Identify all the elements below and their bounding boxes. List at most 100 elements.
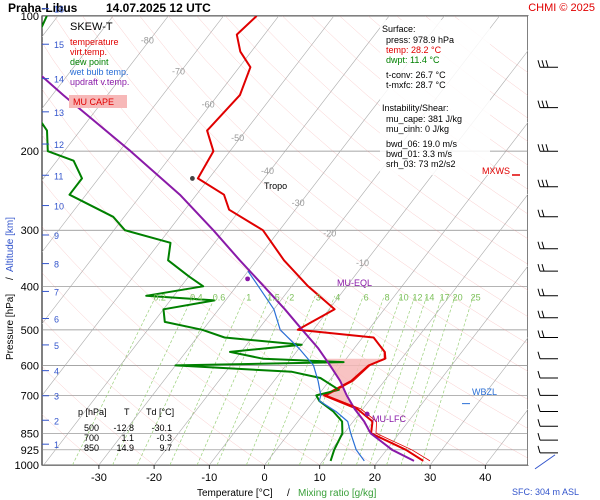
mixing-ratio-label: 17	[440, 293, 450, 303]
wind-barb-feather	[541, 209, 545, 217]
dry-adiabat-line	[53, 16, 528, 429]
mixing-ratio-line	[267, 295, 336, 465]
table-header-p: p [hPa]	[78, 407, 107, 417]
mixing-ratio-label: 10	[399, 293, 409, 303]
legend-temperature: temperature	[70, 37, 119, 47]
dry-adiabat-line	[42, 366, 155, 465]
isotherm-label: -30	[292, 198, 305, 208]
wind-barb-feather	[541, 60, 545, 68]
table-row-p: 500	[84, 423, 99, 433]
wind-barb-feather	[537, 100, 541, 108]
legend: SKEW-T temperature virt.temp. dew point …	[69, 21, 129, 108]
altitude-tick-label: 5	[54, 341, 59, 351]
pressure-tick-label: 700	[21, 390, 39, 402]
mixing-ratio-line	[216, 295, 289, 465]
altitude-tick-label: 10	[54, 202, 64, 212]
info-box-bg	[380, 20, 490, 175]
wind-barb-feather	[537, 388, 541, 396]
altitude-tick-label: 4	[54, 367, 59, 377]
mixing-ratio-line	[196, 295, 271, 465]
altitude-tick-label: 7	[54, 287, 59, 297]
isotherm-label: -60	[202, 100, 215, 110]
tropo-label: Tropo	[264, 181, 287, 191]
isotherm-label: -10	[356, 258, 369, 268]
wind-barb-feather	[537, 432, 541, 441]
isotherm-line	[264, 121, 528, 465]
dry-adiabat-line	[42, 88, 486, 465]
dry-adiabat-line	[42, 226, 320, 465]
wind-barb-feather	[537, 263, 541, 272]
wind-barb-feather	[541, 330, 545, 338]
dry-adiabat-line	[42, 272, 265, 465]
isotherm-line	[42, 16, 169, 181]
legend-wet-bulb: wet bulb temp.	[69, 67, 129, 77]
legend-updraft: updraft v.temp.	[70, 77, 129, 87]
mixing-ratio-line	[246, 295, 316, 465]
wind-barb-feather	[537, 241, 541, 249]
isotherm-line	[209, 50, 528, 465]
y-axis-title-pressure: Pressure [hPa]	[5, 294, 16, 360]
table-row-td: -30.1	[151, 423, 172, 433]
wind-barb	[537, 432, 558, 441]
mixing-ratio-label: 0.2	[153, 293, 166, 303]
isotherm-label: -50	[231, 133, 244, 143]
mixing-ratio-line	[169, 295, 246, 465]
legend-title: SKEW-T	[70, 21, 113, 33]
surface-dwpt: dwpt: 11.4 °C	[386, 55, 440, 65]
surface-tconv: t-conv: 26.7 °C	[386, 70, 446, 80]
tropopause-marker	[189, 176, 195, 181]
wind-barb-feather	[537, 330, 541, 338]
altitude-tick-label: 11	[54, 171, 63, 181]
isotherm-label: -40	[261, 166, 274, 176]
wind-barb-feather	[537, 144, 541, 152]
level-table: p [hPa] T Td [°C] 500 -12.8 -30.1 700 1.…	[78, 407, 174, 453]
dry-adiabat-line	[282, 16, 528, 215]
table-row-td: 9.7	[159, 443, 172, 453]
dry-adiabat-line	[82, 16, 528, 400]
mixing-ratio-label: 6	[364, 293, 369, 303]
mixing-ratio-label: 1.5	[267, 293, 280, 303]
isotherm-line	[42, 16, 224, 253]
wind-barb	[537, 209, 558, 218]
altitude-tick-label: 2	[54, 416, 59, 426]
srh03-value: srh_03: 73 m2/s2	[386, 159, 456, 169]
surface-temp: temp: 28.2 °C	[386, 45, 442, 55]
mixing-ratio-label: 25	[471, 293, 481, 303]
table-row-t: -12.8	[113, 423, 134, 433]
profile-line-updraft-v-temp-	[42, 74, 415, 462]
bwd06-value: bwd_06: 19.0 m/s	[386, 139, 458, 149]
mixing-ratio-label: 12	[413, 293, 423, 303]
profile-line-virt-temp	[197, 16, 431, 462]
mu-lfc-marker	[364, 411, 370, 417]
table-row-t: 1.1	[121, 433, 134, 443]
legend-dew-point: dew point	[70, 57, 109, 67]
mixing-ratio-label: 4	[335, 293, 340, 303]
mu-cape-swatch	[69, 95, 127, 108]
pressure-tick-label: 600	[21, 360, 39, 372]
dry-adiabat-line	[42, 414, 100, 465]
x-tick-label: 20	[369, 472, 381, 484]
table-row-td: -0.3	[156, 433, 172, 443]
mu-eql-label: MU-EQL	[337, 278, 372, 288]
table-row-p: 850	[84, 443, 99, 453]
wind-barb	[537, 263, 558, 272]
table-row-t: 14.9	[116, 443, 134, 453]
isotherm-line	[0, 16, 3, 465]
y-axis-title-sep: /	[5, 277, 16, 280]
table-header-td: Td [°C]	[146, 407, 174, 417]
wind-barb-feather	[537, 370, 541, 379]
wind-barb-feather	[541, 263, 545, 272]
mixing-ratio-label: 8	[385, 293, 390, 303]
x-tick-label: 40	[479, 472, 491, 484]
dry-adiabat-line	[168, 16, 528, 317]
wind-barb	[537, 419, 558, 427]
isotherm-line	[429, 337, 528, 465]
x-tick-label: -20	[146, 472, 162, 484]
mixing-ratio-label: 14	[424, 293, 434, 303]
pressure-tick-label: 850	[21, 428, 39, 440]
profile-line-dew-point	[42, 16, 345, 462]
wind-barb-feather	[537, 179, 541, 187]
isotherm-line	[374, 265, 528, 465]
wind-barb	[537, 370, 558, 379]
sfc-label: SFC: 304 m ASL	[512, 487, 579, 497]
